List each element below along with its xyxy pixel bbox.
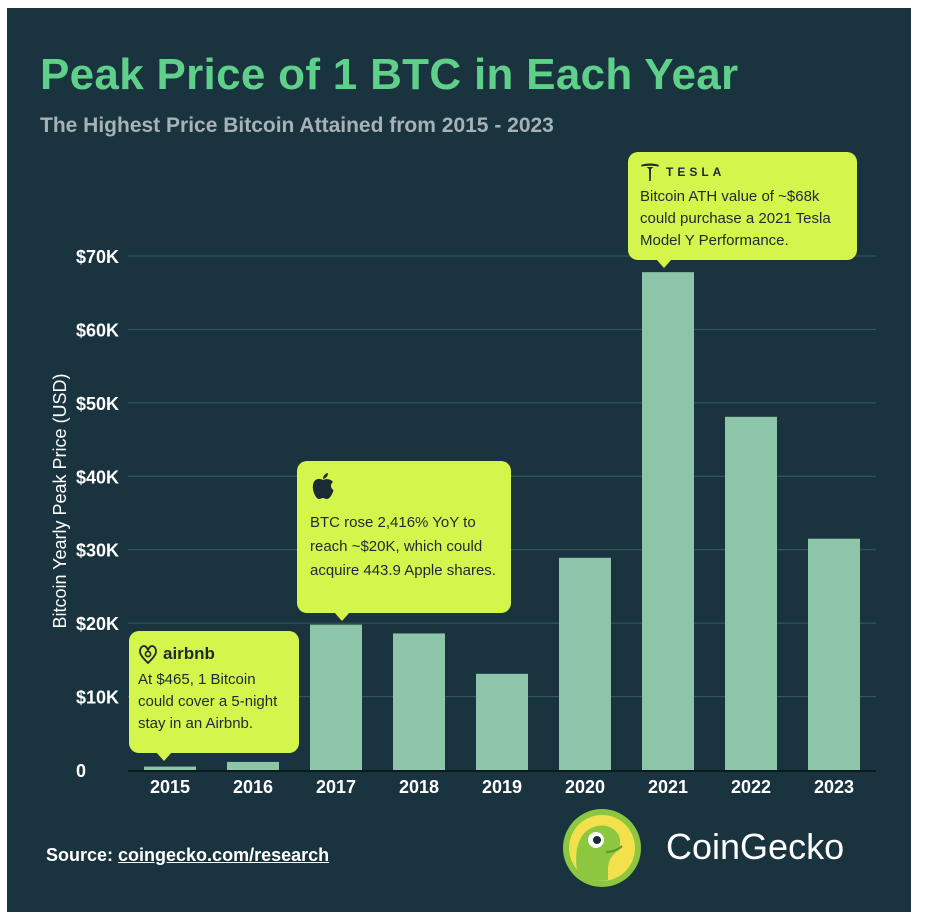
bar-2018	[393, 633, 445, 770]
airbnb-wordmark: airbnb	[163, 644, 215, 663]
x-tick-label: 2015	[150, 777, 190, 797]
y-tick-label: $30K	[76, 541, 119, 561]
airbnb-logo-icon	[139, 645, 157, 664]
coingecko-brand: CoinGecko	[666, 826, 845, 867]
y-tick-label: $60K	[76, 320, 119, 340]
bar-2016	[227, 761, 279, 770]
y-tick-label: $70K	[76, 247, 119, 267]
apple-logo-icon	[312, 473, 334, 499]
bar-2017	[310, 624, 362, 770]
x-tick-label: 2018	[399, 777, 439, 797]
x-tick-label: 2017	[316, 777, 356, 797]
x-tick-label: 2021	[648, 777, 688, 797]
chart-subtitle: The Highest Price Bitcoin Attained from …	[40, 114, 554, 137]
chart-title: Peak Price of 1 BTC in Each Year	[40, 50, 739, 99]
callout-apple-text: BTC rose 2,416% YoY to reach ~$20K, whic…	[310, 514, 496, 579]
y-tick-label: $50K	[76, 394, 119, 414]
tesla-brand-row: TESLA	[640, 160, 847, 184]
callout-tesla: TESLA Bitcoin ATH value of ~$68k could p…	[628, 152, 857, 268]
callout-tesla-text: Bitcoin ATH value of ~$68k could purchas…	[640, 188, 831, 249]
bar-2019	[476, 673, 528, 770]
x-tick-label: 2019	[482, 777, 522, 797]
apple-brand-row	[310, 471, 499, 501]
bar-2022	[725, 416, 777, 770]
y-tick-label: $40K	[76, 467, 119, 487]
tesla-wordmark: TESLA	[666, 165, 726, 179]
bars	[144, 272, 860, 770]
y-tick-label: $20K	[76, 614, 119, 634]
callout-airbnb: airbnb At $465, 1 Bitcoin could cover a …	[129, 631, 299, 761]
y-tick-labels: 0 $10K $20K $30K $40K $50K $60K $70K	[76, 247, 119, 781]
bar-2015	[144, 766, 196, 770]
tesla-logo-icon	[641, 163, 659, 181]
x-tick-label: 2022	[731, 777, 771, 797]
bar-2023	[808, 538, 860, 770]
x-tick-label: 2020	[565, 777, 605, 797]
y-axis-label: Bitcoin Yearly Peak Price (USD)	[50, 373, 70, 628]
y-tick-label: $10K	[76, 688, 119, 708]
callout-apple: BTC rose 2,416% YoY to reach ~$20K, whic…	[297, 461, 511, 621]
source-prefix: Source:	[46, 845, 119, 865]
bar-2021	[642, 272, 694, 770]
callout-airbnb-text: At $465, 1 Bitcoin could cover a 5-night…	[138, 671, 278, 732]
airbnb-brand-row: airbnb	[138, 641, 289, 667]
y-tick-label: 0	[76, 761, 86, 781]
source-credit: Source: coingecko.com/research	[46, 845, 329, 866]
coingecko-gecko-icon	[563, 809, 641, 887]
x-tick-label: 2016	[233, 777, 273, 797]
x-tick-labels: 2015 2016 2017 2018 2019 2020 2021 2022 2023	[150, 777, 854, 797]
x-tick-label: 2023	[814, 777, 854, 797]
source-link[interactable]: coingecko.com/research	[118, 845, 330, 865]
bar-2020	[559, 557, 611, 770]
